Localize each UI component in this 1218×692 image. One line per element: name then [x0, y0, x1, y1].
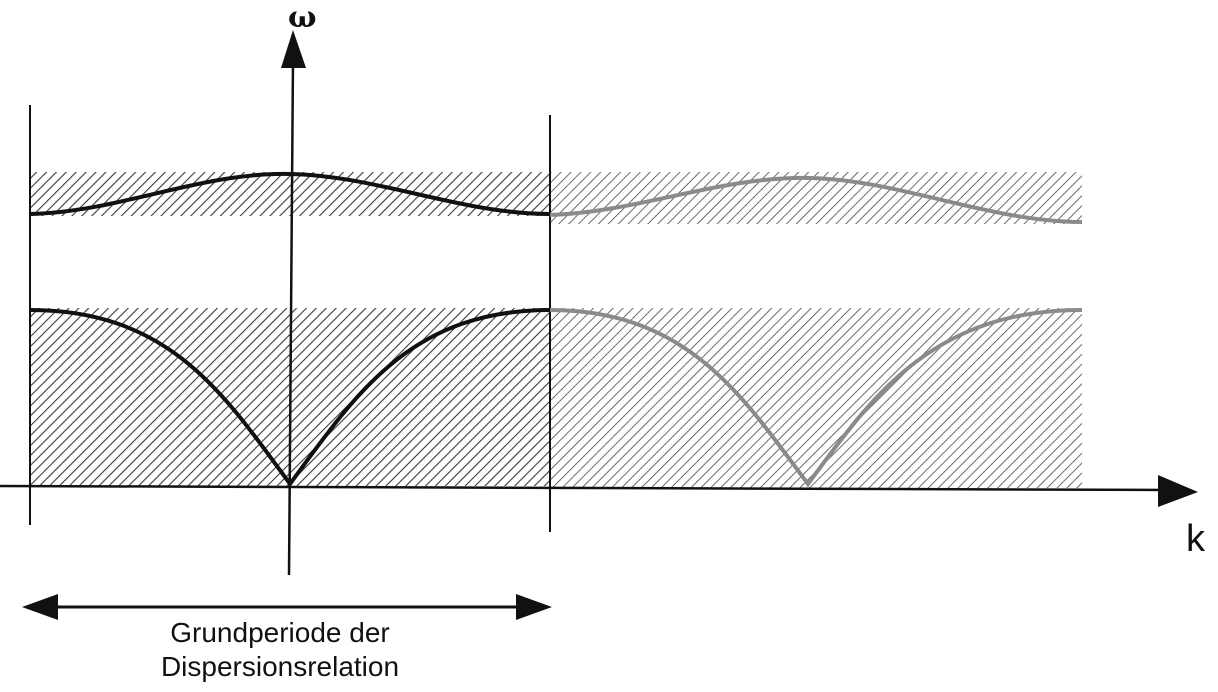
lower-branch-repeat-curve — [549, 308, 1083, 488]
period-arrow-left-head — [22, 594, 58, 620]
period-caption-line2: Dispersionsrelation — [160, 651, 400, 682]
upper-branch-repeat-curve — [549, 175, 1083, 224]
omega-axis-label: ω — [288, 0, 317, 35]
lower-band-repeat — [550, 308, 1082, 488]
k-axis-arrowhead — [1158, 475, 1198, 507]
period-caption: Grundperiode der Dispersionsrelation — [80, 616, 480, 684]
upper-band-repeat — [550, 172, 1082, 224]
omega-axis-arrowhead — [281, 30, 306, 68]
upper-band-fundamental — [30, 172, 550, 216]
lower-branch-curve — [29, 308, 551, 488]
period-arrow-right-head — [516, 594, 552, 620]
upper-branch-curve — [29, 171, 551, 216]
k-axis-label: k — [1186, 518, 1205, 560]
period-caption-line1: Grundperiode der — [170, 617, 390, 648]
k-axis — [0, 484, 1169, 492]
omega-axis — [287, 59, 295, 576]
